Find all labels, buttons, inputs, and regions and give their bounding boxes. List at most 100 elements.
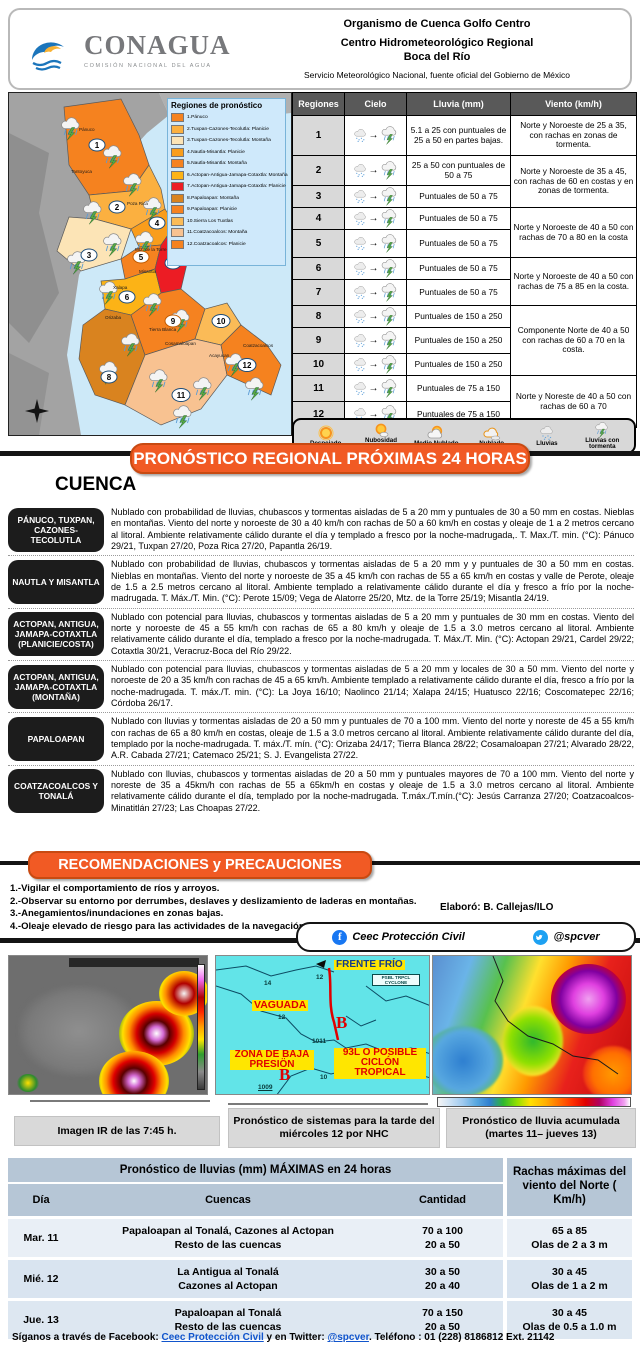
sky-transition-icons: → (347, 187, 404, 206)
svg-text:5: 5 (139, 253, 144, 262)
forecast-regions-map: 1 2 3 4 5 6 7 8 9 10 11 12 Pánuco Tantoy… (8, 92, 292, 436)
elaborated-by: Elaboró: B. Callejas/ILO (440, 902, 554, 913)
sky-transition-icons: → (347, 209, 404, 228)
rain-forecast: Puntuales de 50 a 75 (406, 207, 511, 230)
region-number: 11 (292, 375, 345, 402)
legend-swatch (171, 239, 184, 249)
arrow-icon: → (368, 310, 379, 322)
basin-forecast-text: Nublado con lluvias, chubascos y torment… (111, 768, 634, 813)
regional-forecast-banner: PRONÓSTICO REGIONAL PRÓXIMAS 24 HORAS (130, 443, 530, 474)
rain-cloud-icon (353, 333, 368, 348)
legend-swatch (171, 113, 184, 123)
sun-cloud-icon (427, 425, 443, 439)
storm-cloud-icon (380, 283, 399, 302)
svg-text:Orizaba: Orizaba (105, 315, 122, 320)
arrow-icon: → (368, 262, 379, 274)
cuenca-heading: CUENCA (55, 474, 137, 495)
svg-text:12: 12 (243, 361, 252, 370)
regional-forecast-table: Regiones Cielo Lluvia (mm) Viento (km/h)… (292, 92, 637, 428)
col-header-dia: Día (8, 1182, 74, 1218)
rain-forecast: Puntuales de 50 a 75 (406, 229, 511, 258)
arrow-icon: → (368, 129, 379, 141)
table-row: Mar. 11 Papaloapan al Tonalá, Cazones al… (8, 1216, 633, 1259)
rachas-cell: 65 a 85 Olas de 2 a 3 m (503, 1216, 633, 1259)
basin-label: PÁNUCO, TUXPAN, CAZONES-TECOLUTLA (8, 507, 104, 552)
region-number: 6 (292, 257, 345, 280)
psbl-trpcl-cyclone-box: PSBL TRPCL CYCLONE (372, 974, 420, 987)
twitter-link[interactable]: @spcver (327, 1332, 369, 1343)
cantidad-cell: 30 a 50 20 a 40 (382, 1257, 506, 1300)
arrow-icon: → (368, 190, 379, 202)
svg-text:3: 3 (87, 251, 92, 260)
cuencas-cell: La Antigua al Tonalá Cazones al Actopan (74, 1257, 382, 1300)
org-title: Organismo de Cuenca Golfo Centro (343, 17, 531, 30)
basin-row: NAUTLA Y MISANTLA Nublado con probabilid… (8, 555, 634, 607)
arrow-icon: → (368, 237, 379, 249)
svg-text:8: 8 (107, 373, 112, 382)
facebook-handle[interactable]: f Ceec Protección Civil (332, 929, 465, 945)
rachas-cell: 30 a 45 Olas de 0.5 a 1.0 m (503, 1298, 633, 1339)
legend-swatch (171, 193, 184, 203)
svg-text:4: 4 (155, 219, 160, 228)
legend-swatch (171, 182, 184, 192)
header-box: CONAGUA COMISIÓN NACIONAL DEL AGUA Organ… (8, 8, 632, 90)
logo-wordmark: CONAGUA (84, 29, 231, 60)
basin-row: COATZACOALCOS Y TONALÁ Nublado con lluvi… (8, 764, 634, 817)
recommendations-list: 1.-Vigilar el comportamiento de ríos y a… (10, 883, 440, 933)
basin-forecast-text: Nublado con potencial para lluvias, chub… (111, 663, 634, 708)
svg-text:11: 11 (177, 391, 186, 400)
rain-forecast: Puntuales de 50 a 75 (406, 257, 511, 280)
vaguada-label: VAGUADA (252, 999, 309, 1011)
recommendations-banner: RECOMENDACIONES y PRECAUCIONES (28, 851, 372, 879)
cloudy-icon (483, 427, 500, 441)
facebook-icon: f (332, 929, 348, 945)
legend-swatch (171, 228, 184, 238)
region-number: 5 (292, 229, 345, 258)
cantidad-cell: 70 a 150 20 a 50 (382, 1298, 506, 1339)
rain-forecast: 25 a 50 con puntuales de 50 a 75 (406, 155, 511, 186)
rain-cloud-icon (539, 425, 555, 441)
legend-label: 7.Actopan-Antigua-Jamapa-Cotaxtla: Plani… (187, 184, 286, 190)
region-number: 1 (292, 115, 345, 156)
pressure-value: 10 (320, 1074, 328, 1081)
sun-scattered-clouds-icon (375, 423, 389, 437)
pressure-value: 1009 (258, 1084, 273, 1091)
region-number: 2 (292, 155, 345, 186)
svg-text:1: 1 (95, 141, 100, 150)
arrow-icon: → (368, 382, 379, 394)
table-header-row: Regiones Cielo Lluvia (mm) Viento (km/h) (292, 92, 637, 116)
storm-cloud-icon (380, 259, 399, 278)
svg-text:Cosamaloapan: Cosamaloapan (165, 341, 196, 346)
storm-cloud-icon (380, 331, 399, 350)
pressure-value: 12 (316, 974, 324, 981)
basin-row: PAPALOAPAN Nublado con lluvias y torment… (8, 712, 634, 764)
rain-color-scale (437, 1097, 631, 1107)
sky-transition-icons: → (347, 283, 404, 302)
sky-transition-icons: → (347, 126, 404, 145)
svg-text:6: 6 (125, 293, 130, 302)
table-row: 6 → Puntuales de 50 a 75 Norte y Noroest… (292, 257, 637, 306)
facebook-link[interactable]: Ceec Protección Civil (161, 1332, 264, 1343)
logo-tagline: COMISIÓN NACIONAL DEL AGUA (84, 62, 212, 69)
basin-forecast-text: Nublado con potencial para lluvias, chub… (111, 611, 634, 656)
rain-cloud-icon (353, 381, 368, 396)
basin-forecast-text: Nublado con probabilidad de lluvias, chu… (111, 507, 634, 551)
pressure-value: 12 (278, 1014, 286, 1021)
legend-label: 1.Pánuco (187, 115, 208, 121)
rain-cloud-icon (353, 236, 368, 251)
storm-cloud-icon (380, 234, 399, 253)
legend-swatch (171, 216, 184, 226)
twitter-handle[interactable]: @spcver (533, 929, 600, 945)
rain-cloud-icon (353, 211, 368, 226)
sky-transition-icons: → (347, 161, 404, 180)
legend-swatch (171, 147, 184, 157)
rain-cloud-icon (353, 163, 368, 178)
svg-text:Poza Rica: Poza Rica (127, 201, 148, 206)
table-row: 8 → Puntuales de 150 a 250 Componente No… (292, 305, 637, 376)
svg-text:10: 10 (217, 317, 226, 326)
nhc-systems-forecast-image: FRENTE FRÍO VAGUADA 93L O POSIBLE CICLÓN… (215, 955, 430, 1095)
region-number: 8 (292, 305, 345, 328)
table-row: 4 → Puntuales de 50 a 75 Norte y Noroest… (292, 207, 637, 258)
rain-cloud-icon (353, 189, 368, 204)
rain-forecast: Puntuales de 150 a 250 (406, 327, 511, 354)
